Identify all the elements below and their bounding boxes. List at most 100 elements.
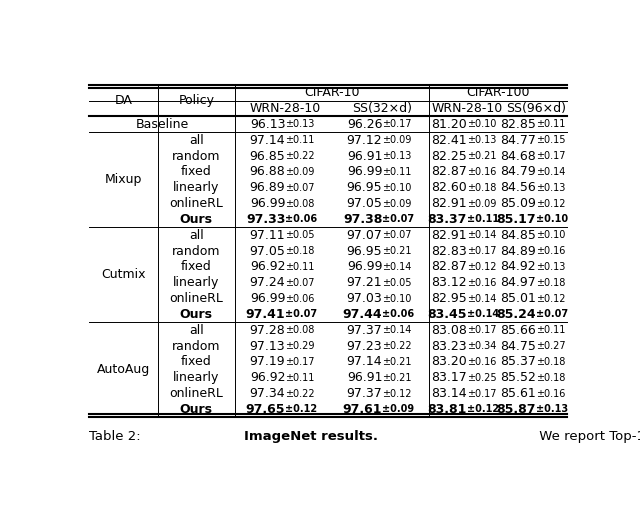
Text: 96.95: 96.95 — [347, 181, 382, 194]
Text: ±0.17: ±0.17 — [285, 357, 315, 367]
Text: ±0.11: ±0.11 — [382, 167, 412, 177]
Text: ±0.21: ±0.21 — [382, 246, 412, 256]
Text: ±0.13: ±0.13 — [536, 262, 565, 272]
Text: ±0.18: ±0.18 — [536, 357, 565, 367]
Text: 96.95: 96.95 — [347, 245, 382, 258]
Text: ±0.14: ±0.14 — [467, 230, 496, 240]
Text: 82.85: 82.85 — [500, 118, 536, 131]
Text: ±0.12: ±0.12 — [536, 198, 565, 209]
Text: 84.68: 84.68 — [500, 150, 536, 162]
Text: 84.75: 84.75 — [500, 340, 536, 353]
Text: 83.81: 83.81 — [428, 403, 467, 416]
Text: ±0.17: ±0.17 — [467, 389, 496, 399]
Text: 85.52: 85.52 — [500, 371, 536, 384]
Text: ±0.10: ±0.10 — [382, 293, 412, 304]
Text: linearly: linearly — [173, 371, 220, 384]
Text: ±0.09: ±0.09 — [382, 135, 412, 145]
Text: ±0.14: ±0.14 — [382, 262, 412, 272]
Text: ±0.12: ±0.12 — [536, 293, 565, 304]
Text: 97.05: 97.05 — [250, 245, 285, 258]
Text: ±0.14: ±0.14 — [536, 167, 565, 177]
Text: ±0.06: ±0.06 — [382, 309, 414, 320]
Text: WRN-28-10: WRN-28-10 — [431, 102, 502, 115]
Text: 97.21: 97.21 — [347, 277, 382, 289]
Text: fixed: fixed — [181, 261, 212, 273]
Text: We report Top-1 / Top-5 valida-: We report Top-1 / Top-5 valida- — [535, 430, 640, 443]
Text: 96.99: 96.99 — [347, 166, 382, 178]
Text: 82.87: 82.87 — [431, 261, 467, 273]
Text: ±0.06: ±0.06 — [285, 293, 315, 304]
Text: 96.99: 96.99 — [347, 261, 382, 273]
Text: 96.13: 96.13 — [250, 118, 285, 131]
Text: 97.65: 97.65 — [246, 403, 285, 416]
Text: all: all — [189, 134, 204, 146]
Text: ±0.13: ±0.13 — [285, 119, 315, 130]
Text: Cutmix: Cutmix — [101, 268, 146, 281]
Text: ±0.11: ±0.11 — [285, 135, 315, 145]
Text: 97.03: 97.03 — [346, 292, 382, 305]
Text: 83.08: 83.08 — [431, 324, 467, 337]
Text: 82.25: 82.25 — [431, 150, 467, 162]
Text: ±0.10: ±0.10 — [467, 119, 496, 130]
Text: Ours: Ours — [180, 213, 212, 226]
Text: ±0.21: ±0.21 — [382, 373, 412, 383]
Text: 97.44: 97.44 — [342, 308, 382, 321]
Text: 96.89: 96.89 — [250, 181, 285, 194]
Text: ±0.17: ±0.17 — [467, 246, 496, 256]
Text: ±0.16: ±0.16 — [536, 246, 565, 256]
Text: ±0.10: ±0.10 — [536, 230, 565, 240]
Text: ±0.13: ±0.13 — [467, 135, 496, 145]
Text: ±0.07: ±0.07 — [536, 309, 568, 320]
Text: random: random — [172, 245, 221, 258]
Text: 97.28: 97.28 — [250, 324, 285, 337]
Text: onlineRL: onlineRL — [170, 292, 223, 305]
Text: Baseline: Baseline — [136, 118, 189, 131]
Text: 97.37: 97.37 — [346, 387, 382, 400]
Text: ±0.12: ±0.12 — [467, 262, 496, 272]
Text: 82.83: 82.83 — [431, 245, 467, 258]
Text: 97.61: 97.61 — [343, 403, 382, 416]
Text: ±0.11: ±0.11 — [285, 262, 315, 272]
Text: 96.99: 96.99 — [250, 197, 285, 210]
Text: ±0.22: ±0.22 — [382, 341, 412, 351]
Text: ±0.12: ±0.12 — [285, 405, 317, 414]
Text: ±0.34: ±0.34 — [467, 341, 496, 351]
Text: Policy: Policy — [179, 94, 214, 107]
Text: ±0.14: ±0.14 — [382, 325, 412, 335]
Text: ±0.22: ±0.22 — [285, 151, 315, 161]
Text: ±0.25: ±0.25 — [467, 373, 497, 383]
Text: 96.91: 96.91 — [347, 371, 382, 384]
Text: random: random — [172, 340, 221, 353]
Text: 84.77: 84.77 — [500, 134, 536, 146]
Text: ±0.13: ±0.13 — [536, 405, 568, 414]
Text: onlineRL: onlineRL — [170, 387, 223, 400]
Text: 85.61: 85.61 — [500, 387, 536, 400]
Text: 97.24: 97.24 — [250, 277, 285, 289]
Text: 96.92: 96.92 — [250, 371, 285, 384]
Text: Ours: Ours — [180, 308, 212, 321]
Text: Ours: Ours — [180, 403, 212, 416]
Text: 85.66: 85.66 — [500, 324, 536, 337]
Text: 96.85: 96.85 — [250, 150, 285, 162]
Text: ±0.18: ±0.18 — [536, 373, 565, 383]
Text: 96.91: 96.91 — [347, 150, 382, 162]
Text: ±0.17: ±0.17 — [536, 151, 565, 161]
Text: 97.07: 97.07 — [346, 229, 382, 242]
Text: 84.79: 84.79 — [500, 166, 536, 178]
Text: ±0.17: ±0.17 — [382, 119, 412, 130]
Text: 97.14: 97.14 — [250, 134, 285, 146]
Text: 97.11: 97.11 — [250, 229, 285, 242]
Text: ±0.29: ±0.29 — [285, 341, 315, 351]
Text: 84.85: 84.85 — [500, 229, 536, 242]
Text: 85.24: 85.24 — [496, 308, 536, 321]
Text: 96.26: 96.26 — [347, 118, 382, 131]
Text: ±0.18: ±0.18 — [536, 278, 565, 288]
Text: ±0.12: ±0.12 — [467, 405, 499, 414]
Text: CIFAR-10: CIFAR-10 — [304, 86, 360, 99]
Text: ±0.11: ±0.11 — [536, 119, 565, 130]
Text: ±0.21: ±0.21 — [382, 357, 412, 367]
Text: 83.17: 83.17 — [431, 371, 467, 384]
Text: fixed: fixed — [181, 356, 212, 369]
Text: 83.14: 83.14 — [431, 387, 467, 400]
Text: fixed: fixed — [181, 166, 212, 178]
